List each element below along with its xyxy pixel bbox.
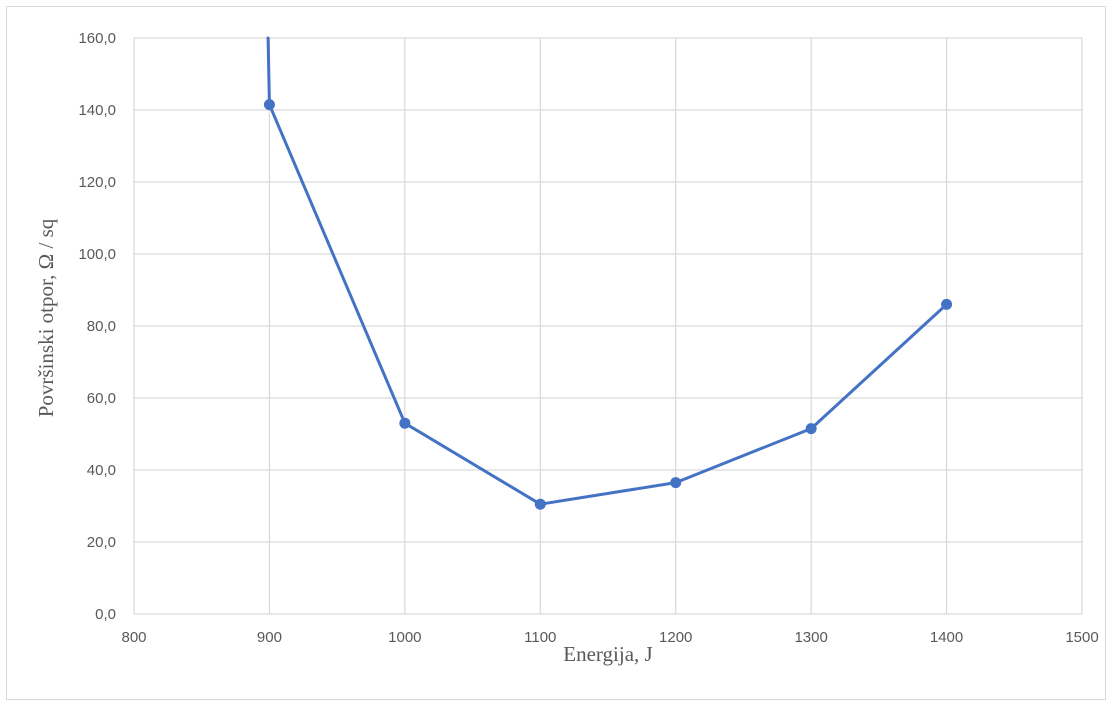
x-tick-label: 1000 — [388, 629, 421, 646]
y-tick-label: 140,0 — [78, 102, 116, 119]
grid-lines — [133, 37, 1083, 615]
x-axis-label: Energija, J — [563, 642, 652, 666]
series-line — [266, 36, 949, 506]
y-tick-label: 60,0 — [87, 390, 116, 407]
y-tick-label: 20,0 — [87, 534, 116, 551]
x-tick-label: 1300 — [794, 629, 827, 646]
y-tick-label: 80,0 — [87, 318, 116, 335]
x-tick-label: 1200 — [659, 629, 692, 646]
y-tick-label: 120,0 — [78, 174, 116, 191]
y-tick-label: 100,0 — [78, 246, 116, 263]
y-tick-label: 0,0 — [95, 606, 116, 623]
x-tick-label: 900 — [257, 629, 282, 646]
chart-frame — [6, 6, 1106, 700]
y-tick-label: 160,0 — [78, 30, 116, 47]
data-point — [941, 298, 953, 310]
data-point — [263, 99, 275, 111]
x-tick-label: 1100 — [524, 629, 556, 646]
x-tick-label: 1500 — [1065, 629, 1098, 646]
data-point — [534, 498, 546, 510]
y-tick-label: 40,0 — [87, 462, 116, 479]
x-axis-ticks: 800 900 1000 1100 1200 1300 1400 1500 — [121, 629, 1098, 646]
y-axis-ticks: 0,0 20,0 40,0 60,0 80,0 100,0 120,0 140,0 160,0 — [78, 30, 116, 623]
data-point — [805, 423, 817, 435]
y-axis-label: Površinski otpor, Ω / sq — [34, 218, 58, 417]
data-point — [670, 477, 682, 489]
series-layer — [263, 36, 953, 510]
x-tick-label: 1400 — [930, 629, 963, 646]
data-point — [399, 417, 411, 429]
x-tick-label: 800 — [121, 629, 146, 646]
